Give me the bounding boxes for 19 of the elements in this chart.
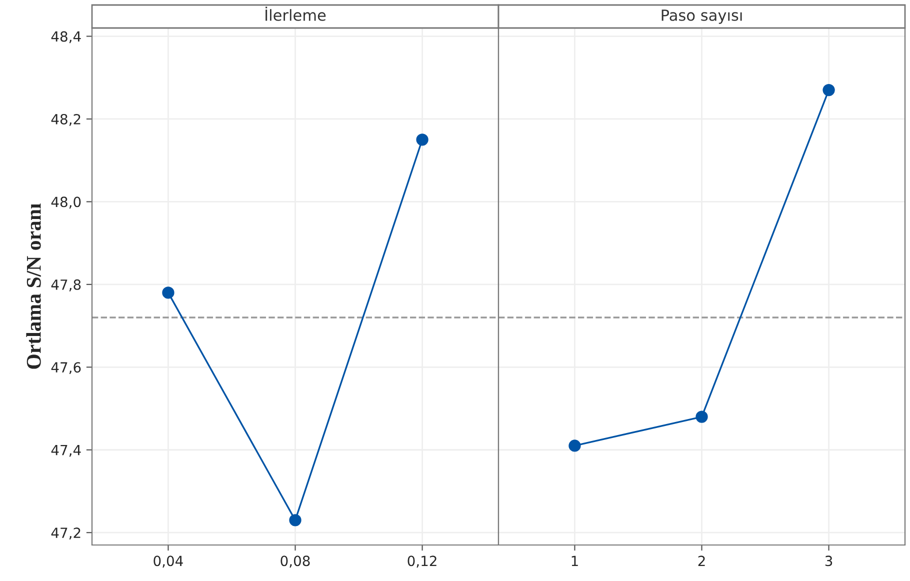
x-tick-label: 3 (825, 556, 832, 566)
y-tick-label: 48,0 (51, 196, 81, 209)
x-tick-label: 1 (572, 556, 578, 566)
y-tick-label: 48,4 (51, 31, 81, 44)
y-tick-label: 47,2 (51, 528, 80, 540)
y-axis-title: Ortlama S/N oranı (26, 203, 41, 369)
y-tick-label: 47,4 (51, 445, 81, 457)
chart-title: İlerleme (266, 6, 326, 21)
y-tick-label: 48,2 (51, 114, 80, 126)
x-tick-label: 0,04 (154, 556, 183, 568)
x-tick-label: 0,12 (408, 556, 436, 568)
point (162, 286, 174, 299)
point (289, 514, 302, 526)
chart-title: Paso sayısı (662, 10, 742, 24)
y-tick-label: 47,6 (51, 362, 81, 374)
x-tick-label: 0,08 (280, 556, 310, 568)
point (416, 134, 428, 146)
x-tick-label: 2 (698, 556, 705, 566)
y-tick-label: 47,8 (51, 279, 81, 292)
